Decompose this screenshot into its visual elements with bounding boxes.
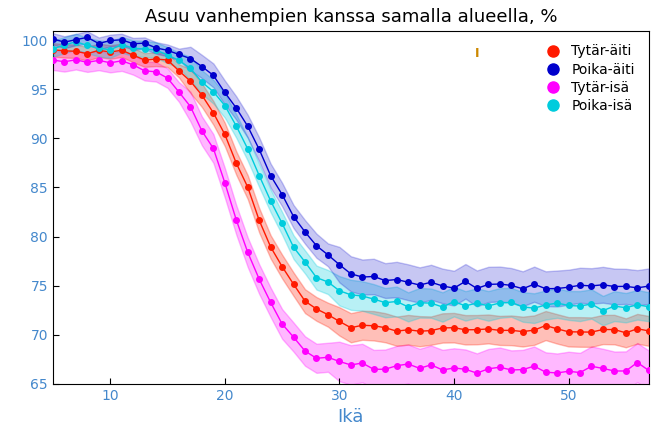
Title: Asuu vanhempien kanssa samalla alueella, %: Asuu vanhempien kanssa samalla alueella,… xyxy=(144,8,557,26)
Text: I: I xyxy=(475,47,479,60)
Legend: Tytär-äiti, Poika-äiti, Tytär-isä, Poika-isä: Tytär-äiti, Poika-äiti, Tytär-isä, Poika… xyxy=(532,37,642,120)
X-axis label: Ikä: Ikä xyxy=(338,408,364,426)
